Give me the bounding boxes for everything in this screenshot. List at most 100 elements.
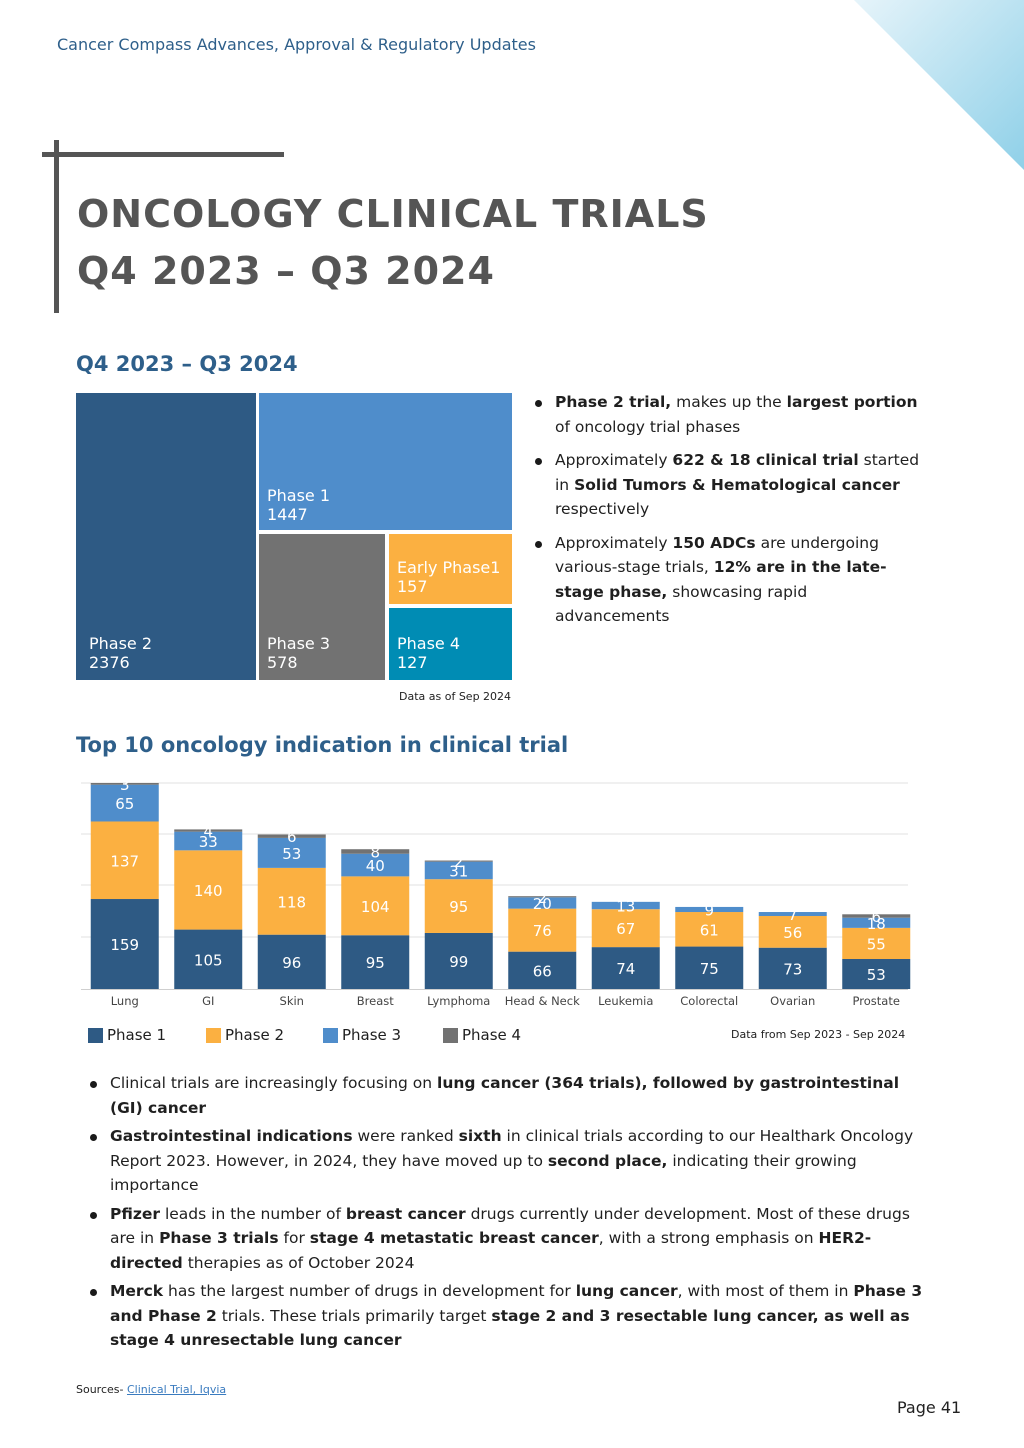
data-label: 53 (282, 845, 301, 863)
x-tick-label: Ovarian (770, 994, 815, 1008)
bar-segment (508, 896, 577, 898)
data-label: 4 (203, 823, 213, 841)
data-label: 53 (867, 966, 886, 984)
x-tick-label: Head & Neck (505, 994, 580, 1008)
data-label: 13 (616, 898, 635, 916)
page-title: ONCOLOGY CLINICAL TRIALS Q4 2023 – Q3 20… (77, 186, 709, 300)
bar-segment (341, 876, 410, 936)
legend-item-phase-1: Phase 1 (88, 1025, 166, 1045)
treemap-label: Early Phase1 (397, 558, 501, 577)
bar-segment (174, 850, 243, 930)
bar-segment (508, 908, 577, 952)
treemap-cell-phase-3: Phase 3 578 (259, 534, 385, 680)
x-tick-label: Breast (357, 994, 394, 1008)
x-tick-label: Lymphoma (427, 994, 490, 1008)
bar-segment (591, 947, 660, 989)
treemap-value: 1447 (267, 505, 308, 524)
legend-swatch (443, 1027, 458, 1043)
page-number: Page 41 (897, 1398, 962, 1417)
treemap-heading: Q4 2023 – Q3 2024 (76, 352, 298, 376)
running-header: Cancer Compass Advances, Approval & Regu… (57, 35, 536, 54)
data-label: 61 (700, 921, 719, 939)
title-bracket-vertical (54, 140, 59, 313)
bar-segment (424, 861, 493, 880)
treemap-label: Phase 4 (397, 634, 461, 653)
data-label: 8 (370, 843, 380, 861)
data-label: 2 (454, 853, 464, 871)
legend-label: Phase 3 (342, 1026, 402, 1044)
bar-segment (842, 914, 911, 918)
treemap-value: 157 (397, 577, 428, 596)
data-label: 9 (704, 901, 714, 919)
data-label: 66 (533, 962, 552, 980)
data-label: 105 (194, 951, 223, 969)
treemap-cell-early-phase-1: Early Phase1 157 (389, 534, 512, 604)
bar-segment (90, 899, 159, 989)
chart-note: Data from Sep 2023 - Sep 2024 (731, 1028, 906, 1041)
data-label: 95 (449, 898, 468, 916)
x-tick-label: Colorectal (680, 994, 738, 1008)
treemap-note: Data as of Sep 2024 (399, 690, 512, 703)
data-label: 40 (366, 857, 385, 875)
x-tick-label: GI (202, 994, 214, 1008)
detail-bullet: Merck has the largest number of drugs in… (88, 1279, 928, 1353)
summary-bullet-list: Phase 2 trial, makes up the largest port… (533, 390, 923, 638)
bar-segment (257, 837, 326, 868)
legend-item-phase-3: Phase 3 (323, 1025, 401, 1045)
x-tick-label: Leukemia (598, 994, 653, 1008)
treemap-cell-phase-1: Phase 1 1447 (259, 393, 512, 530)
bar-segment (424, 879, 493, 933)
x-tick-label: Skin (280, 994, 304, 1008)
bar-segment (174, 829, 243, 832)
detail-bullet-list: Clinical trials are increasingly focusin… (88, 1071, 928, 1357)
summary-bullet: Approximately 622 & 18 clinical trial st… (533, 448, 923, 522)
data-label: 159 (110, 936, 139, 954)
bar-segment (257, 934, 326, 989)
data-label: 118 (277, 893, 306, 911)
data-label: 2 (537, 889, 547, 907)
data-label: 73 (783, 960, 802, 978)
bar-segment (257, 867, 326, 935)
data-label: 56 (783, 924, 802, 942)
treemap-cell-phase-2: Phase 2 2376 (76, 393, 256, 680)
detail-bullet: Clinical trials are increasingly focusin… (88, 1071, 928, 1120)
treemap-value: 2376 (89, 653, 130, 672)
bar-segment (90, 784, 159, 822)
treemap-label: Phase 2 (89, 634, 153, 653)
data-label: 65 (115, 795, 134, 813)
legend-label: Phase 2 (225, 1026, 285, 1044)
legend-item-phase-4: Phase 4 (443, 1025, 521, 1045)
bar-segment (842, 959, 911, 989)
data-label: 7 (788, 906, 798, 924)
sources-line: Sources- Clinical Trial, Iqvia (76, 1383, 226, 1396)
legend-label: Phase 4 (462, 1026, 522, 1044)
bar-segment (424, 932, 493, 989)
data-label: 6 (287, 828, 297, 846)
bar-segment (675, 912, 744, 947)
data-label: 3 (120, 776, 130, 794)
data-label: 137 (110, 852, 139, 870)
legend-swatch (323, 1027, 338, 1043)
indication-stacked-bar-chart: 159137653Lung105140334GI96118536Skin9510… (81, 776, 911, 1008)
bar-segment (341, 849, 410, 854)
bar-segment (591, 909, 660, 948)
sources-link[interactable]: Clinical Trial, Iqvia (126, 1383, 227, 1396)
x-tick-label: Lung (111, 994, 139, 1008)
data-label: 67 (616, 920, 635, 938)
treemap-cell-phase-4: Phase 4 127 (389, 608, 512, 680)
x-tick-label: Prostate (853, 994, 900, 1008)
summary-bullet: Approximately 150 ADCs are undergoing va… (533, 531, 923, 629)
treemap-label: Phase 1 (267, 486, 331, 505)
bar-segment (758, 947, 827, 989)
bar-segment (341, 935, 410, 989)
data-label: 99 (449, 953, 468, 971)
bar-segment (591, 901, 660, 910)
summary-bullet: Phase 2 trial, makes up the largest port… (533, 390, 923, 439)
detail-bullet: Pfizer leads in the number of breast can… (88, 1202, 928, 1276)
legend-label: Phase 1 (107, 1026, 167, 1044)
bar-segment (174, 929, 243, 989)
page-title-line-2: Q4 2023 – Q3 2024 (77, 249, 495, 293)
bar-segment (341, 853, 410, 877)
bar-segment (424, 860, 493, 862)
bar-segment (174, 831, 243, 851)
